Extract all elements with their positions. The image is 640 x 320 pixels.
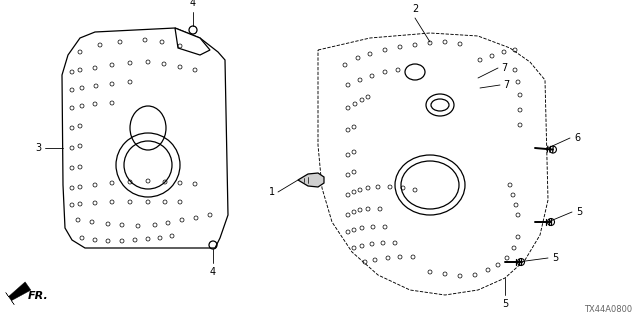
Text: 5: 5	[552, 253, 558, 263]
Polygon shape	[6, 282, 31, 305]
Polygon shape	[318, 33, 548, 295]
Text: 7: 7	[503, 80, 509, 90]
Text: 7: 7	[501, 63, 508, 73]
Text: 5: 5	[502, 299, 508, 309]
Text: 6: 6	[574, 133, 580, 143]
Text: 2: 2	[412, 4, 418, 14]
Text: TX44A0800: TX44A0800	[584, 305, 632, 314]
Text: 5: 5	[576, 207, 582, 217]
Text: 4: 4	[190, 0, 196, 8]
Text: FR.: FR.	[28, 291, 49, 300]
Text: 4: 4	[210, 267, 216, 277]
Text: 1: 1	[269, 187, 275, 197]
Polygon shape	[175, 28, 210, 55]
Text: 3: 3	[35, 143, 41, 153]
Polygon shape	[338, 38, 525, 282]
Polygon shape	[298, 173, 324, 187]
Polygon shape	[62, 28, 228, 248]
